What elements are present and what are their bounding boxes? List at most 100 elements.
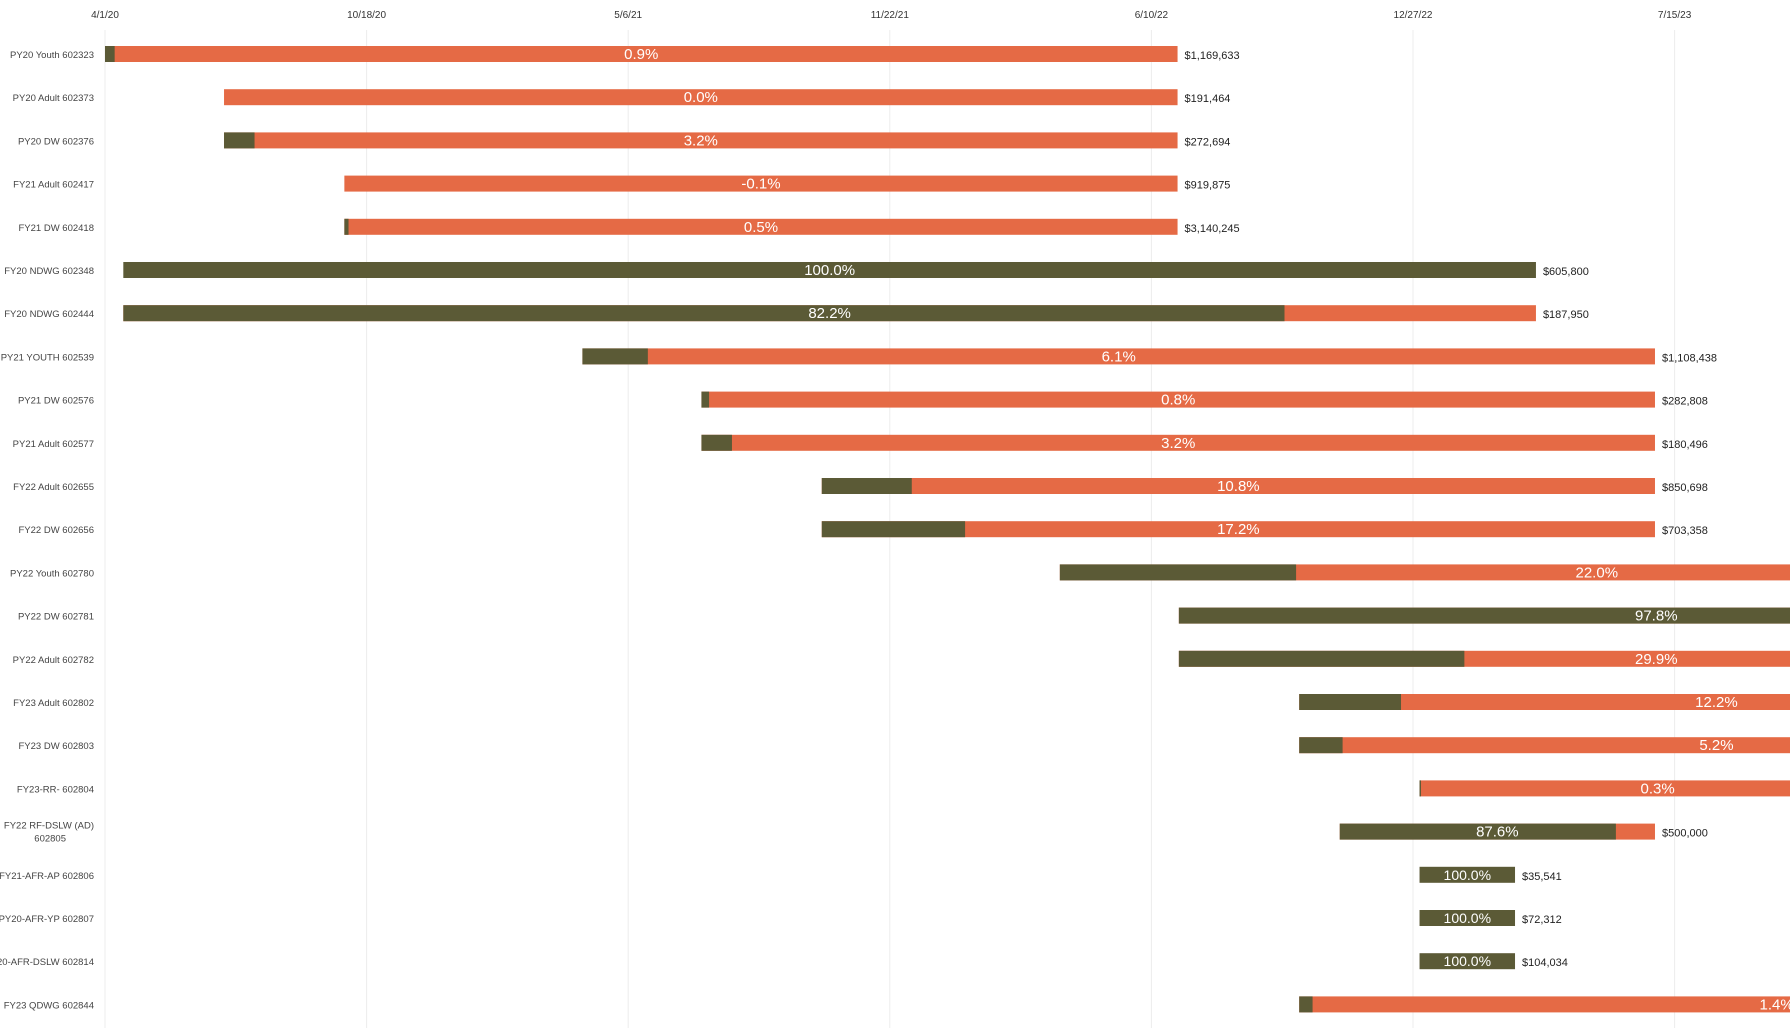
spent-bar (1299, 694, 1402, 710)
percent-label: 1.4% (1760, 996, 1790, 1013)
spent-bar (224, 132, 255, 149)
row-label: FY23-RR- 602804 (17, 784, 94, 795)
amount-label: $703,358 (1662, 525, 1708, 537)
percent-label: 0.8% (1161, 392, 1195, 409)
remaining-bar (224, 132, 1178, 149)
row-label: PY20-AFR-YP 602807 (0, 914, 94, 925)
gantt-row: PY21 DW 602576 0.8% $282,808 (18, 391, 1708, 409)
percent-label: 17.2% (1217, 521, 1260, 538)
x-tick-label: 12/27/22 (1394, 10, 1433, 21)
row-label: PY22 Adult 602782 (13, 655, 94, 666)
x-tick-label: 7/15/23 (1658, 10, 1692, 21)
x-tick-label: 6/10/22 (1135, 10, 1169, 21)
gantt-row: 20-AFR-DSLW 602814 100.0% $104,034 (0, 953, 1568, 970)
percent-label: 0.9% (624, 46, 658, 63)
percent-label: 100.0% (804, 262, 855, 279)
percent-label: 0.3% (1640, 780, 1674, 797)
remaining-bar (582, 348, 1655, 365)
spent-bar (105, 46, 115, 62)
percent-label: 0.5% (744, 219, 778, 236)
spent-bar (1299, 996, 1313, 1013)
percent-label: 87.6% (1476, 824, 1519, 841)
remaining-bar (1299, 737, 1790, 754)
amount-label: $104,034 (1522, 957, 1568, 969)
x-tick-label: 5/6/21 (614, 10, 642, 21)
amount-label: $272,694 (1185, 136, 1231, 148)
row-label: FY21 Adult 602417 (13, 180, 94, 191)
gantt-row: PY21 YOUTH 602539 6.1% $1,108,438 (1, 348, 1717, 365)
percent-label: 100.0% (1444, 953, 1491, 969)
row-label: 20-AFR-DSLW 602814 (0, 957, 94, 968)
remaining-bar (1299, 694, 1790, 710)
amount-label: $72,312 (1522, 914, 1562, 926)
remaining-bar (701, 434, 1655, 451)
amount-label: $187,950 (1543, 309, 1589, 321)
amount-label: $500,000 (1662, 828, 1708, 840)
spent-bar (123, 305, 1285, 322)
amount-label: $180,496 (1662, 439, 1708, 451)
gantt-row: PY20 DW 602376 3.2% $272,694 (18, 132, 1230, 149)
remaining-bar (701, 391, 1655, 408)
row-label: PY20 DW 602376 (18, 136, 94, 147)
gantt-row: FY21 DW 602418 0.5% $3,140,245 (18, 218, 1240, 236)
remaining-bar (344, 175, 1178, 192)
row-label: FY21-AFR-AP 602806 (0, 871, 94, 882)
amount-label: $282,808 (1662, 396, 1708, 408)
gantt-row: FY22 RF-DSLW (AD) 602805 87.6% $500,000 (4, 821, 1708, 845)
x-tick-label: 11/22/21 (871, 10, 910, 21)
amount-label: $3,140,245 (1185, 223, 1240, 235)
row-label: FY23 Adult 602802 (13, 698, 94, 709)
spent-bar (1299, 737, 1343, 754)
amount-label: $35,541 (1522, 871, 1562, 883)
remaining-bar (344, 218, 1178, 235)
spent-bar (123, 262, 1536, 278)
spent-bar (821, 521, 966, 538)
remaining-bar (821, 521, 1655, 538)
x-axis-ticks: 4/1/20 10/18/20 5/6/21 11/22/21 6/10/22 12/27… (91, 10, 1692, 21)
spent-bar (821, 478, 912, 494)
percent-label: 6.1% (1102, 348, 1136, 365)
spent-bar (1419, 780, 1421, 797)
x-tick-label: 4/1/20 (91, 10, 119, 21)
row-label: PY21 Adult 602577 (13, 439, 94, 450)
percent-label: 29.9% (1635, 651, 1678, 668)
row-label: PY21 YOUTH 602539 (1, 352, 94, 363)
gantt-row: PY21 Adult 602577 3.2% $180,496 (13, 434, 1708, 452)
percent-label: 100.0% (1444, 910, 1491, 926)
amount-label: $605,800 (1543, 266, 1589, 278)
row-label: FY20 NDWG 602444 (4, 309, 94, 320)
x-tick-label: 10/18/20 (347, 10, 386, 21)
gantt-row: PY20 Youth 602323 0.9% $1,169,633 (10, 46, 1240, 63)
remaining-bar (1299, 996, 1790, 1013)
remaining-bar (105, 46, 1178, 62)
percent-label: 22.0% (1576, 564, 1619, 581)
spent-bar (1178, 607, 1790, 624)
percent-label: -0.1% (741, 176, 780, 193)
row-label: FY22 DW 602656 (18, 525, 94, 536)
percent-label: 100.0% (1444, 867, 1491, 883)
spent-bar (582, 348, 648, 365)
spent-bar (1059, 564, 1297, 581)
row-label: PY22 DW 602781 (18, 612, 94, 623)
gantt-row: FY20 NDWG 602444 82.2% $187,950 (4, 305, 1589, 322)
spent-bar (1178, 650, 1465, 667)
percent-label: 3.2% (1161, 435, 1195, 452)
spent-bar (1419, 866, 1516, 883)
percent-label: 82.2% (808, 305, 851, 322)
spent-bar (1419, 953, 1516, 970)
remaining-bar (224, 89, 1178, 106)
amount-label: $1,108,438 (1662, 352, 1717, 364)
amount-label: $850,698 (1662, 482, 1708, 494)
row-label: PY20 Adult 602373 (13, 93, 94, 104)
percent-label: 5.2% (1699, 737, 1733, 754)
spent-bar (1339, 823, 1616, 840)
row-label: FY23 DW 602803 (18, 741, 94, 752)
amount-label: $1,169,633 (1185, 50, 1240, 62)
gantt-row: FY21 Adult 602417 -0.1% $919,875 (13, 175, 1230, 193)
